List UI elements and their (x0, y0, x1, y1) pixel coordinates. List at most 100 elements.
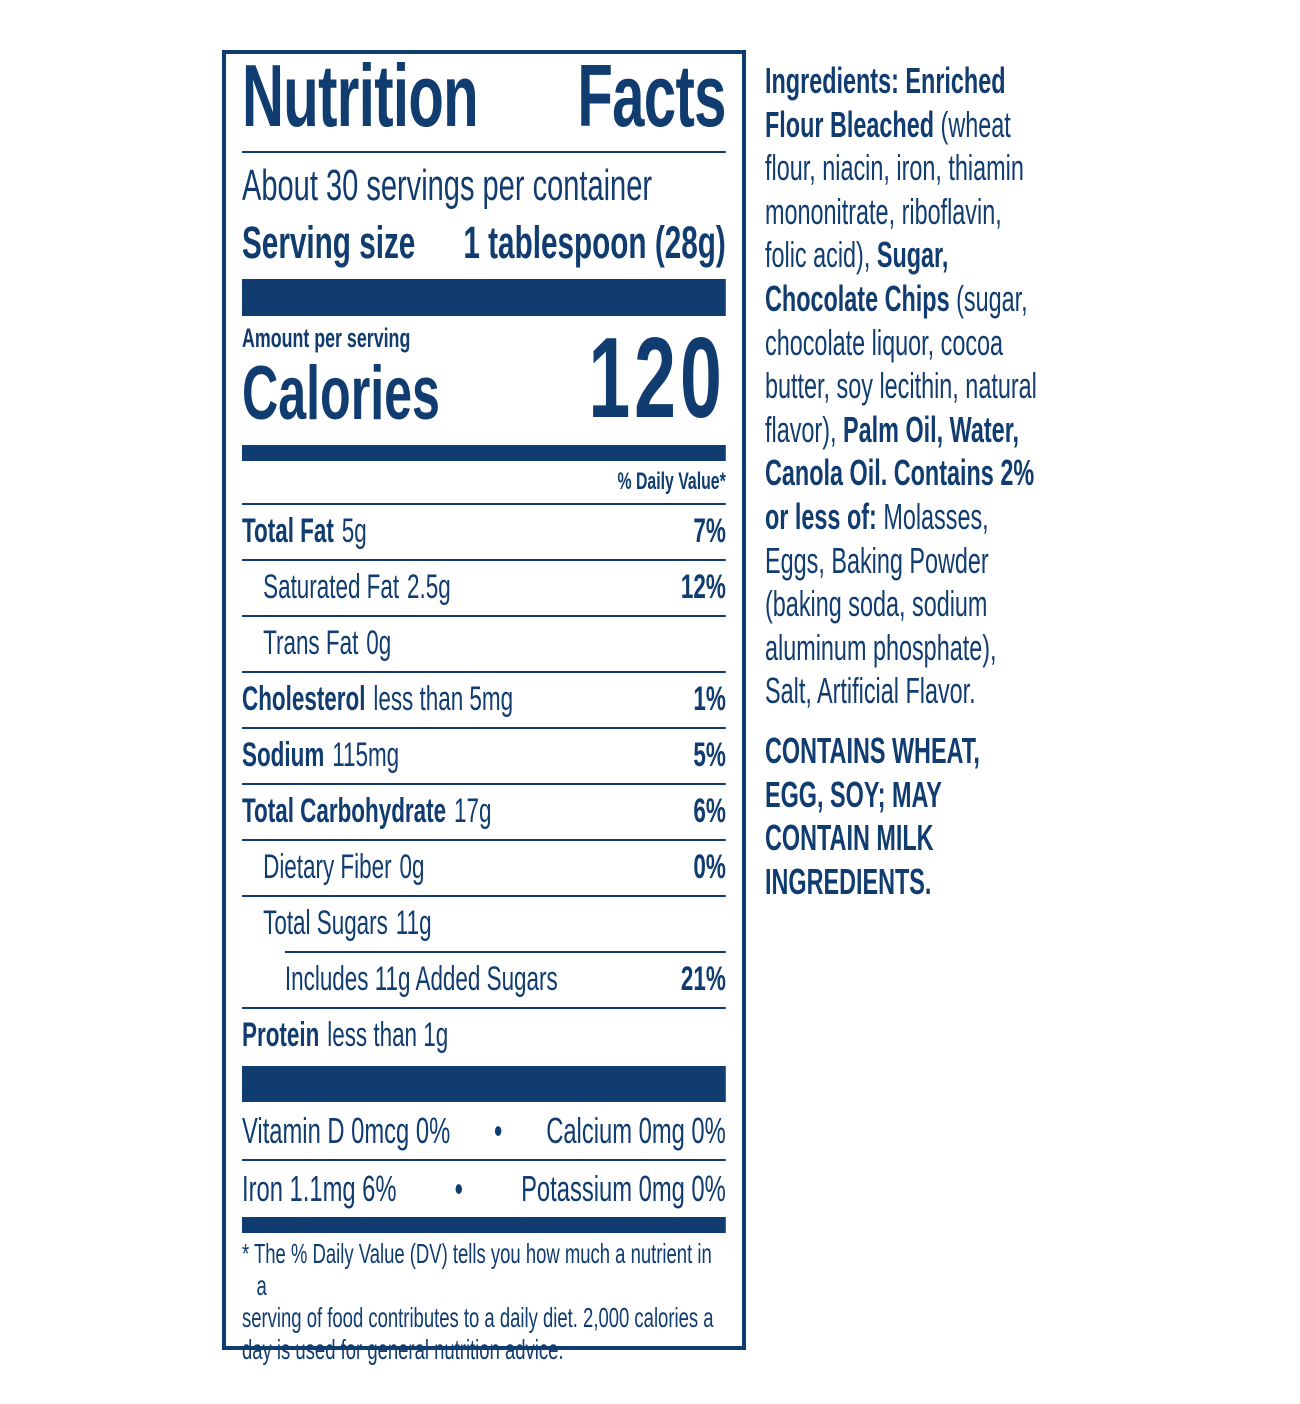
nutrient-label: Protein less than 1g (242, 1018, 448, 1052)
nutrient-label: Trans Fat 0g (263, 626, 391, 660)
allergen-line: CONTAINS WHEAT, (765, 730, 980, 771)
ingredient-text: flour, niacin, iron, thiamin (765, 147, 1024, 189)
ingredients-list: Ingredients: Enriched Flour Bleached (whe… (765, 59, 1181, 713)
nutrient-row: Dietary Fiber 0g 0% (263, 850, 726, 884)
allergen-statement: CONTAINS WHEAT, EGG, SOY; MAY CONTAIN MI… (765, 729, 1181, 903)
potassium: Potassium 0mg 0% (521, 1168, 726, 1209)
serving-size-row: Serving size 1 tablespoon (28g) (242, 220, 726, 265)
nutrient-amount: 2.5g (407, 568, 451, 606)
ingredient-text: (wheat (934, 103, 1011, 145)
nutrition-facts-panel: Nutrition Facts About 30 servings per co… (222, 50, 746, 1365)
ingredients-line: aluminum phosphate), (765, 626, 1181, 670)
daily-value-header: % Daily Value* (617, 468, 726, 495)
divider (242, 615, 726, 617)
mineral-row: Iron 1.1mg 6% • Potassium 0mg 0% (242, 1171, 726, 1207)
divider (242, 1159, 726, 1161)
divider (242, 671, 726, 673)
ingredient-text: folic acid), (765, 234, 877, 276)
ingredients-line: Eggs, Baking Powder (765, 539, 1181, 583)
divider (242, 1007, 726, 1009)
ingredient-text: mononitrate, riboflavin, (765, 190, 1002, 232)
bullet: • (494, 1110, 503, 1151)
serving-size-label: Serving size (242, 217, 416, 268)
divider (242, 727, 726, 729)
ingredient-bold-text: Palm Oil, Water, (843, 408, 1020, 450)
ingredients-line: mononitrate, riboflavin, (765, 190, 1181, 234)
nutrient-row: Total Carbohydrate 17g 6% (242, 794, 726, 828)
nutrient-amount: 5g (341, 512, 367, 550)
calories-label: Calories (242, 351, 440, 436)
nutrient-daily-value: 1% (693, 680, 726, 718)
serving-size-value: 1 tablespoon (28g) (463, 217, 726, 268)
nutrient-row: Cholesterol less than 5mg 1% (242, 682, 726, 716)
ingredients-line: or less of: Molasses, (765, 495, 1181, 539)
nutrient-row: Total Sugars 11g (263, 906, 726, 940)
nutrient-label: Sodium 115mg (242, 738, 399, 772)
title-nutrition: Nutrition (242, 46, 479, 145)
vitamin-d: Vitamin D 0mcg 0% (242, 1110, 451, 1151)
nutrient-name: Saturated Fat (263, 568, 400, 606)
ingredient-text: Salt, Artificial Flavor. (765, 670, 976, 712)
nutrient-row: Trans Fat 0g (263, 626, 726, 660)
allergen-line: EGG, SOY; MAY (765, 773, 942, 815)
ingredient-text: aluminum phosphate), (765, 626, 997, 668)
nutrient-amount: 0g (399, 848, 425, 886)
footnote: * The % Daily Value (DV) tells you how m… (242, 1238, 726, 1366)
nutrient-label: Total Carbohydrate 17g (242, 794, 491, 828)
nutrient-label: Includes 11g Added Sugars (285, 962, 566, 996)
nutrient-amount: 11g (395, 904, 432, 942)
nutrient-daily-value: 6% (693, 792, 726, 830)
title-facts: Facts (577, 46, 726, 145)
servings-per-container: About 30 servings per container (242, 161, 653, 210)
ingredient-text: flavor), (765, 408, 844, 450)
nutrient-name: Total Carbohydrate (242, 792, 447, 830)
iron: Iron 1.1mg 6% (242, 1168, 397, 1209)
ingredients-line: Salt, Artificial Flavor. (765, 669, 1181, 713)
nutrient-row: Sodium 115mg 5% (242, 738, 726, 772)
nutrient-label: Cholesterol less than 5mg (242, 682, 513, 716)
nutrient-name: Total Sugars (263, 904, 388, 942)
ingredient-bold-text: Canola Oil. Contains 2% (765, 452, 1035, 494)
nutrient-name: Cholesterol (242, 680, 366, 718)
nutrient-amount: 0g (366, 624, 392, 662)
divider (242, 151, 726, 153)
nutrient-daily-value: 21% (680, 960, 726, 998)
ingredient-text: butter, soy lecithin, natural (765, 365, 1037, 407)
ingredients-line: Canola Oil. Contains 2% (765, 451, 1181, 495)
ingredient-text: Molasses, (876, 495, 989, 537)
ingredient-text: (sugar, (949, 277, 1028, 319)
nutrient-label: Dietary Fiber 0g (263, 850, 424, 884)
ingredient-bold-text: Flour Bleached (765, 103, 935, 145)
nutrient-daily-value: 12% (680, 568, 726, 606)
ingredients-line: (baking soda, sodium (765, 582, 1181, 626)
nutrient-amount: 17g (453, 792, 492, 830)
ingredient-bold-text: Chocolate Chips (765, 277, 950, 319)
divider (284, 951, 726, 953)
ingredient-bold-text: Ingredients: Enriched (765, 60, 1006, 101)
nutrient-name: Trans Fat (263, 624, 359, 662)
nutrient-row: Includes 11g Added Sugars 21% (285, 962, 726, 996)
medium-bar (242, 1217, 726, 1233)
nutrient-name: Includes 11g Added Sugars (284, 960, 558, 998)
footnote-line: serving of food contributes to a daily d… (242, 1302, 714, 1333)
thick-bar (242, 279, 726, 316)
nutrient-name: Protein (242, 1016, 320, 1054)
nutrient-row: Protein less than 1g (242, 1018, 726, 1052)
footnote-line: * The % Daily Value (DV) tells you how m… (242, 1238, 712, 1301)
nutrient-label: Total Sugars 11g (263, 906, 431, 940)
allergen-line: CONTAIN MILK (765, 817, 934, 859)
nutrient-daily-value: 7% (693, 512, 726, 550)
nutrition-facts-content: Nutrition Facts About 30 servings per co… (242, 4, 726, 1404)
ingredient-text: chocolate liquor, cocoa (765, 321, 1004, 363)
vitamin-row: Vitamin D 0mcg 0% • Calcium 0mg 0% (242, 1113, 726, 1149)
ingredient-bold-text: or less of: (765, 495, 877, 537)
ingredient-text: Eggs, Baking Powder (765, 539, 989, 581)
thick-bar (242, 1066, 726, 1102)
calcium: Calcium 0mg 0% (546, 1110, 726, 1151)
nutrition-facts-title: Nutrition Facts (242, 52, 726, 140)
medium-bar (242, 445, 726, 461)
ingredient-text: (baking soda, sodium (765, 583, 988, 625)
bullet: • (454, 1168, 463, 1209)
nutrient-name: Dietary Fiber (263, 848, 392, 886)
calories-value: 120 (588, 315, 726, 442)
